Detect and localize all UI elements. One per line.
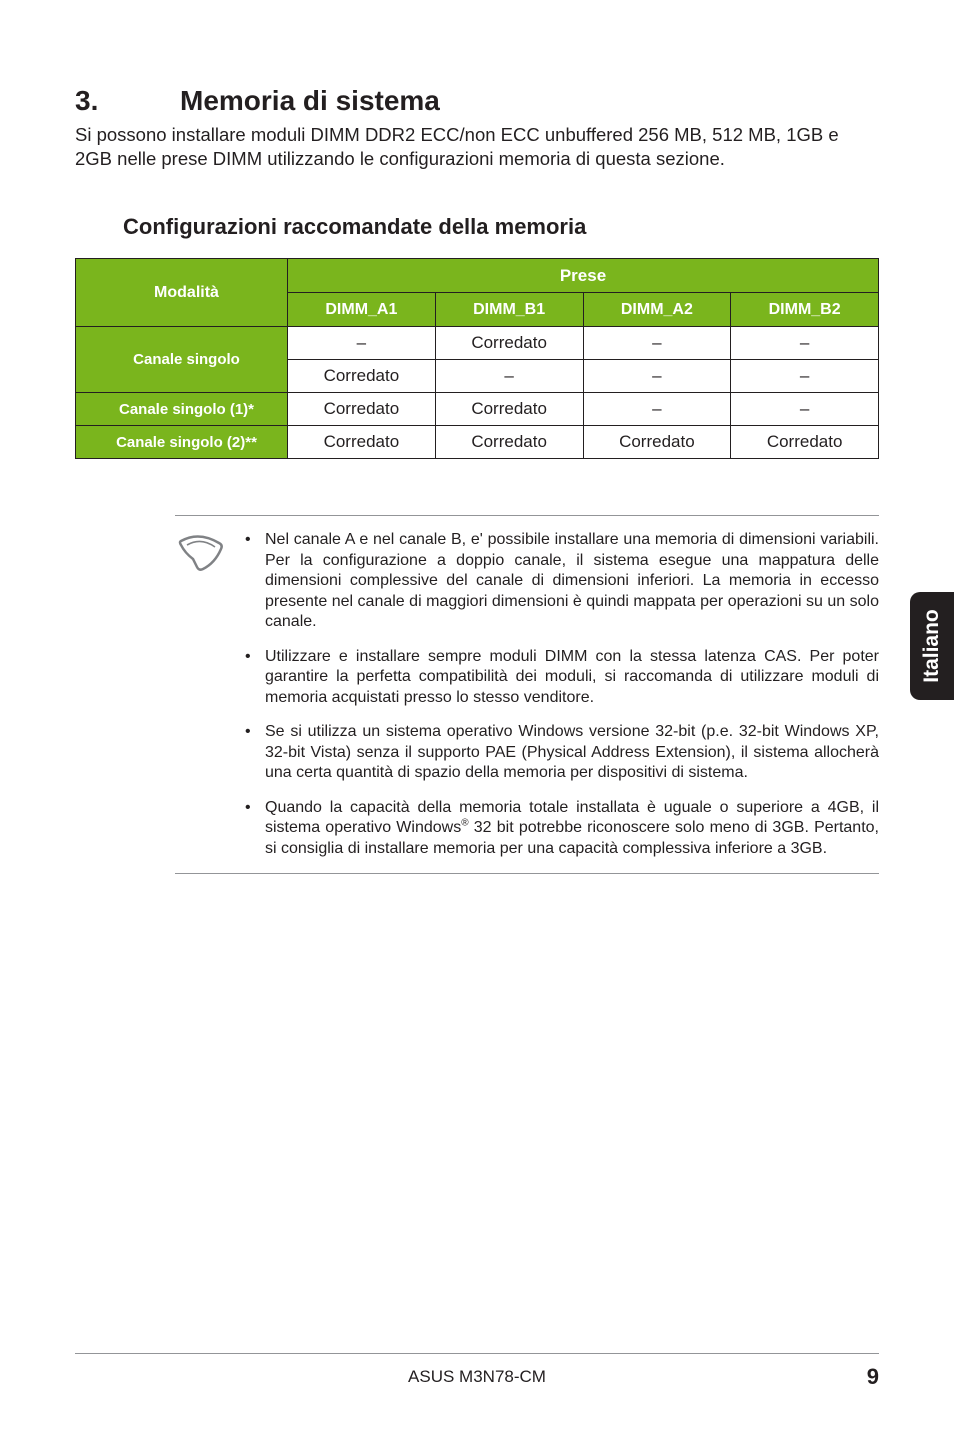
table-cell: –	[731, 360, 879, 393]
col-header-prese: Prese	[288, 259, 879, 293]
note-item: Quando la capacità della memoria totale …	[237, 798, 879, 860]
note-item: Utilizzare e installare sempre moduli DI…	[237, 647, 879, 708]
row-label-single: Canale singolo	[76, 327, 288, 393]
table-cell: –	[731, 327, 879, 360]
footer-page-number: 9	[867, 1364, 879, 1390]
footer-model: ASUS M3N78-CM	[75, 1367, 879, 1387]
language-tab: Italiano	[910, 592, 954, 700]
note-content: Nel canale A e nel canale B, e' possibil…	[237, 530, 879, 859]
note-block: Nel canale A e nel canale B, e' possibil…	[175, 515, 879, 874]
note-item: Nel canale A e nel canale B, e' possibil…	[237, 530, 879, 632]
table-cell: Corredato	[288, 360, 436, 393]
table-cell: Corredato	[288, 393, 436, 426]
row-label-single-1: Canale singolo (1)*	[76, 393, 288, 426]
note-text-4: Quando la capacità della memoria totale …	[265, 799, 879, 857]
note-icon	[175, 530, 237, 859]
intro-paragraph: Si possono installare moduli DIMM DDR2 E…	[75, 123, 879, 170]
memory-config-table: Modalità Prese DIMM_A1 DIMM_B1 DIMM_A2 D…	[75, 258, 879, 459]
section-heading: 3. Memoria di sistema	[75, 85, 879, 117]
col-header: DIMM_A2	[583, 293, 731, 327]
table-cell: –	[583, 360, 731, 393]
table-cell: Corredato	[731, 426, 879, 459]
table-cell: Corredato	[288, 426, 436, 459]
heading-number: 3.	[75, 85, 180, 117]
sub-heading: Configurazioni raccomandate della memori…	[123, 214, 879, 240]
table-cell: Corredato	[435, 393, 583, 426]
table-cell: –	[583, 327, 731, 360]
table-cell: –	[435, 360, 583, 393]
table-cell: –	[731, 393, 879, 426]
table-cell: Corredato	[435, 426, 583, 459]
row-label-single-2: Canale singolo (2)**	[76, 426, 288, 459]
heading-title: Memoria di sistema	[180, 85, 440, 117]
col-header: DIMM_B1	[435, 293, 583, 327]
col-header-modalita: Modalità	[76, 259, 288, 327]
table-cell: –	[288, 327, 436, 360]
table-cell: –	[583, 393, 731, 426]
col-header: DIMM_A1	[288, 293, 436, 327]
page-footer: ASUS M3N78-CM 9	[75, 1353, 879, 1390]
language-tab-label: Italiano	[920, 609, 944, 683]
table-cell: Corredato	[435, 327, 583, 360]
table-cell: Corredato	[583, 426, 731, 459]
col-header: DIMM_B2	[731, 293, 879, 327]
note-item: Se si utilizza un sistema operativo Wind…	[237, 722, 879, 783]
